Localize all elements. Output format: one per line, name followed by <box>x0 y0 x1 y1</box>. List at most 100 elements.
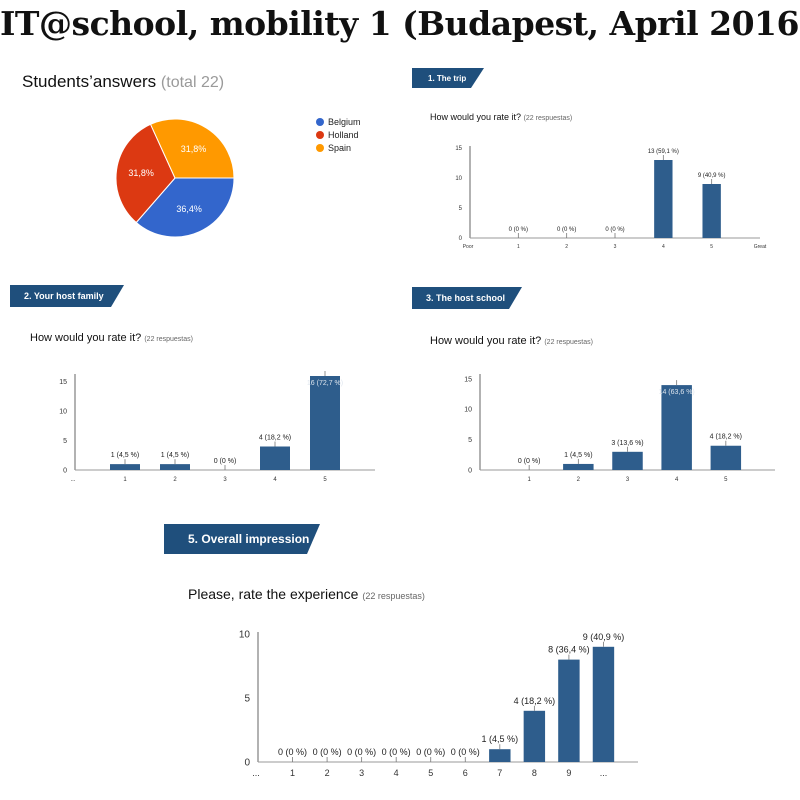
host-family-responses: (22 respuestas) <box>144 336 193 343</box>
host_family-x-start-label: ... <box>70 477 75 483</box>
trip-section-ribbon: 1. The trip <box>412 68 484 88</box>
page-title: IT@school, mobility 1 (Budapest, April 2… <box>0 4 800 43</box>
students-answers-label: Students’answers <box>22 72 157 91</box>
host-family-section-ribbon: 2. Your host family <box>10 285 124 307</box>
host_school-data-label: 14 (63,6 %) <box>659 389 695 396</box>
host_family-x-tick: 3 <box>223 477 227 483</box>
host_family-x-tick: 2 <box>173 477 177 483</box>
host_school-x-tick: 1 <box>527 477 531 483</box>
trip-question-text: How would you rate it? <box>430 112 522 122</box>
pie-slice-holland <box>115 123 176 224</box>
host_school-bar <box>661 385 692 470</box>
host_family-bar <box>310 376 340 470</box>
overall-x-start-label: ... <box>252 768 260 778</box>
trip-y-tick: 10 <box>455 176 462 182</box>
overall-responses: (22 respuestas) <box>362 591 425 601</box>
legend-item-spain: Spain <box>316 141 361 154</box>
trip-responses: (22 respuestas) <box>523 115 573 122</box>
pie-label-spain: 31,8% <box>181 144 207 154</box>
host_family-x-tick: 1 <box>123 477 127 483</box>
host-school-responses: (22 respuestas) <box>544 339 593 346</box>
host_school-data-label: 1 (4,5 %) <box>564 452 592 459</box>
trip-data-label: 9 (40,9 %) <box>698 173 726 179</box>
overall-x-tick: 4 <box>394 768 399 778</box>
trip-y-tick: 0 <box>459 236 463 242</box>
host_family-x-tick: 5 <box>323 477 327 483</box>
overall-x-tick: ... <box>600 768 608 778</box>
host-school-question: How would you rate it? (22 respuestas) <box>430 335 593 347</box>
overall-bar <box>558 659 580 762</box>
legend-item-holland: Holland <box>316 128 361 141</box>
trip-rating-bar-chart: 0 5 10 15 Poor Great 0 (0 %) 1 0 (0 %) 2 0 (0 %) 3 1… <box>455 146 767 250</box>
host-family-question-text: How would you rate it? <box>30 332 142 344</box>
host_school-x-tick: 4 <box>675 477 679 483</box>
trip-data-label: 13 (59,1 %) <box>648 149 679 155</box>
overall-question-text: Please, rate the experience <box>188 586 359 602</box>
overall-y-tick: 5 <box>244 693 250 704</box>
overall-section-ribbon: 5. Overall impression <box>164 524 320 554</box>
host_school-data-label: 4 (18,2 %) <box>710 434 742 441</box>
students-total: (total 22) <box>160 74 225 91</box>
overall-data-label: 0 (0 %) <box>382 747 411 757</box>
overall-data-label: 0 (0 %) <box>416 747 445 757</box>
host_family-data-label: 16 (72,7 %) <box>307 380 343 387</box>
host_school-bar <box>710 445 742 470</box>
host_school-x-tick: 5 <box>724 477 728 483</box>
host-family-question: How would you rate it? (22 respuestas) <box>30 332 193 344</box>
overall-x-tick: 7 <box>497 768 502 778</box>
host_school-y-tick: 5 <box>468 437 472 444</box>
host_school-x-tick: 2 <box>577 477 581 483</box>
trip-x-end-label: Great <box>754 244 767 250</box>
host_school-data-label: 0 (0 %) <box>518 458 541 465</box>
trip-data-label: 0 (0 %) <box>605 227 624 233</box>
trip-data-label: 0 (0 %) <box>557 227 576 233</box>
host_family-data-label: 1 (4,5 %) <box>111 452 139 459</box>
trip-x-tick: 2 <box>565 244 568 250</box>
overall-data-label: 9 (40,9 %) <box>583 632 625 642</box>
overall-rating-bar-chart: 0 5 10... 0 (0 %) 1 0 (0 %) 2 0 (0 %) 3 0 (0 %) 4 0… <box>239 629 638 778</box>
students-answers-heading: Students’answers (total 22) <box>22 72 224 92</box>
overall-question: Please, rate the experience (22 respuest… <box>188 586 425 602</box>
trip-bar <box>654 160 673 238</box>
trip-y-tick: 5 <box>459 206 463 212</box>
trip-x-tick: 3 <box>614 244 617 250</box>
host-family-rating-bar-chart: 0 5 10 15... 1 (4,5 %) 1 1 (4,5 %) 2 0 (0 %) 3 4 (… <box>59 371 375 483</box>
host_family-data-label: 0 (0 %) <box>214 458 237 465</box>
host_family-bar <box>160 464 190 470</box>
trip-y-tick: 15 <box>455 146 462 152</box>
host_school-data-label: 3 (13,6 %) <box>611 440 643 447</box>
host_family-y-tick: 15 <box>59 379 67 386</box>
host_school-y-tick: 0 <box>468 467 472 474</box>
host_family-y-tick: 10 <box>59 409 67 416</box>
host-school-section-ribbon: 3. The host school <box>412 287 522 309</box>
overall-x-tick: 3 <box>359 768 364 778</box>
overall-x-tick: 2 <box>325 768 330 778</box>
overall-bar <box>523 710 546 762</box>
overall-data-label: 4 (18,2 %) <box>514 696 556 706</box>
host_school-x-tick: 3 <box>626 477 630 483</box>
overall-data-label: 1 (4,5 %) <box>482 734 519 744</box>
overall-x-tick: 9 <box>566 768 571 778</box>
pie-legend: Belgium Holland Spain <box>316 115 361 154</box>
host_school-bar <box>563 463 594 470</box>
overall-data-label: 0 (0 %) <box>451 747 480 757</box>
overall-x-tick: 8 <box>532 768 537 778</box>
legend-label-spain: Spain <box>328 142 352 153</box>
overall-x-tick: 5 <box>428 768 433 778</box>
host_school-bar <box>612 451 643 470</box>
trip-x-tick: 5 <box>710 244 713 250</box>
pie-label-holland: 31,8% <box>128 168 154 178</box>
legend-label-belgium: Belgium <box>328 116 361 127</box>
legend-swatch-holland <box>316 130 324 139</box>
overall-x-tick: 6 <box>463 768 468 778</box>
legend-label-holland: Holland <box>328 129 359 140</box>
overall-data-label: 0 (0 %) <box>347 747 376 757</box>
host_school-y-tick: 15 <box>464 376 472 383</box>
host_family-data-label: 1 (4,5 %) <box>161 452 189 459</box>
host_family-data-label: 4 (18,2 %) <box>259 435 291 442</box>
overall-data-label: 8 (36,4 %) <box>548 645 590 655</box>
overall-bar <box>489 749 511 762</box>
pie-slice-spain <box>149 118 235 179</box>
overall-bar <box>592 646 615 762</box>
host_family-y-tick: 5 <box>63 438 67 445</box>
